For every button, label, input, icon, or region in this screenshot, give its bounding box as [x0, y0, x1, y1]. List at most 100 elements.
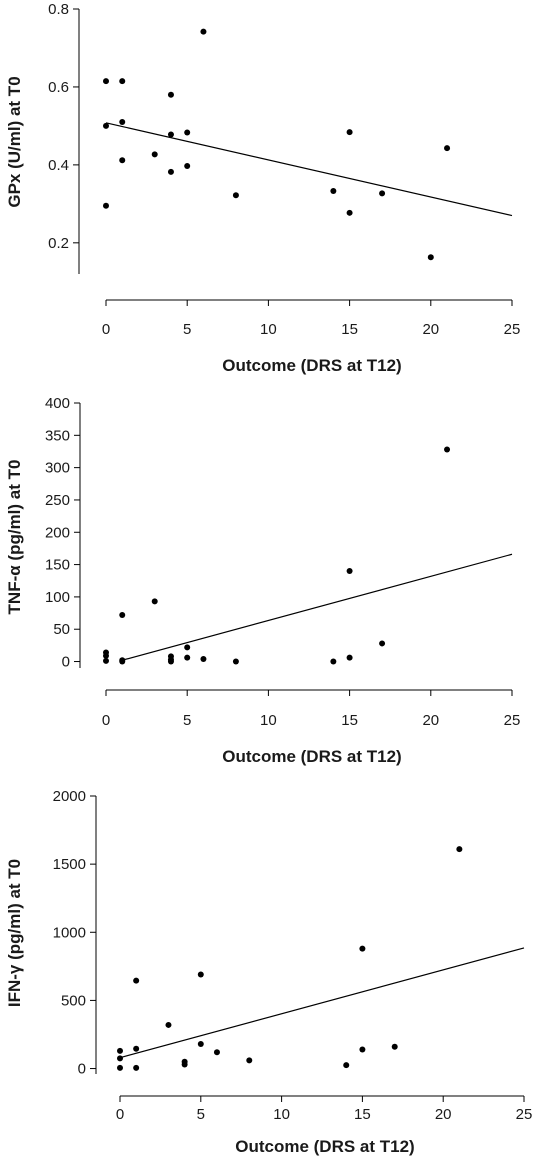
data-point [330, 187, 337, 194]
y-tick-label: 50 [53, 621, 70, 638]
data-point [197, 971, 204, 978]
x-tick-label: 10 [260, 712, 277, 729]
x-axis-title: Outcome (DRS at T12) [222, 747, 401, 766]
x-tick-label: 15 [354, 1106, 371, 1123]
data-point [133, 1064, 140, 1071]
x-tick-label: 0 [102, 321, 110, 338]
data-point [379, 190, 386, 197]
regression-line [122, 553, 513, 661]
data-point [167, 658, 174, 665]
data-point [119, 658, 126, 665]
data-point [165, 1021, 172, 1028]
data-point [184, 163, 191, 170]
data-point [346, 129, 353, 136]
x-tick-label: 20 [422, 321, 439, 338]
data-point [103, 122, 109, 129]
data-point [232, 192, 239, 199]
data-point [133, 1045, 140, 1052]
x-tick-label: 15 [341, 321, 358, 338]
x-tick-label: 0 [102, 712, 110, 729]
data-point [346, 654, 353, 661]
x-tick-label: 25 [516, 1106, 533, 1123]
chart-panel-3: 0 500 1000 1500 2000 0 5 10 15 20 25 Outcome (DRS a… [5, 788, 532, 1156]
data-point [391, 1043, 398, 1050]
data-point [184, 644, 191, 651]
y-tick-label: 0.2 [48, 235, 69, 252]
data-point [197, 1041, 204, 1048]
y-tick-label: 300 [45, 460, 70, 477]
data-point [213, 1049, 220, 1056]
y-axis-title: TNF-α (pg/ml) at T0 [5, 460, 24, 615]
x-tick-label: 0 [116, 1106, 124, 1123]
y-tick-label: 500 [61, 992, 86, 1009]
y-tick-label: 150 [45, 557, 70, 574]
data-point [151, 151, 158, 158]
data-point [103, 652, 109, 659]
data-point [103, 202, 109, 209]
data-point [379, 640, 386, 647]
y-axis-title: IFN-γ (pg/ml) at T0 [5, 859, 24, 1007]
x-tick-label: 10 [273, 1106, 290, 1123]
data-point [167, 91, 174, 98]
data-point [133, 977, 140, 984]
data-point [119, 157, 126, 164]
x-tick-label: 5 [197, 1106, 205, 1123]
y-axis-title: GPx (U/ml) at T0 [5, 76, 24, 207]
data-point [456, 846, 463, 853]
data-point [181, 1061, 188, 1068]
regression-line [105, 122, 513, 217]
data-point [427, 254, 434, 261]
data-point [184, 129, 191, 136]
data-point [117, 1047, 123, 1054]
x-tick-label: 20 [435, 1106, 452, 1123]
y-tick-label: 0 [78, 1061, 86, 1078]
data-point [151, 598, 158, 605]
data-point [119, 119, 126, 126]
data-point [343, 1062, 350, 1069]
data-point [184, 654, 191, 661]
y-tick-label: 100 [45, 589, 70, 606]
y-tick-label: 400 [45, 395, 70, 412]
x-tick-label: 20 [422, 712, 439, 729]
data-point [103, 657, 109, 664]
data-point [359, 1046, 366, 1053]
y-tick-label: 0.8 [48, 1, 69, 18]
data-point [346, 568, 353, 575]
y-tick-label: 0.6 [48, 79, 69, 96]
y-tick-label: 1000 [53, 924, 86, 941]
data-point [346, 209, 353, 216]
y-tick-label: 0 [62, 654, 70, 671]
data-point [167, 131, 174, 138]
y-tick-label: 200 [45, 524, 70, 541]
x-tick-label: 25 [504, 321, 521, 338]
x-tick-label: 5 [183, 321, 191, 338]
data-point [200, 655, 207, 662]
x-axis-title: Outcome (DRS at T12) [222, 356, 401, 375]
data-point [444, 145, 451, 152]
data-point [103, 78, 109, 85]
data-point [444, 446, 451, 453]
x-axis-title: Outcome (DRS at T12) [235, 1137, 414, 1156]
x-tick-label: 5 [183, 712, 191, 729]
chart-panel-1: 0.2 0.4 0.6 0.8 0 5 10 15 20 25 Outcome (DRS at T1… [5, 1, 520, 375]
x-tick-label: 15 [341, 712, 358, 729]
data-point [200, 28, 207, 35]
regression-line [119, 947, 525, 1059]
y-tick-label: 350 [45, 427, 70, 444]
data-point [117, 1055, 123, 1062]
y-tick-label: 2000 [53, 788, 86, 805]
data-point [117, 1064, 123, 1071]
data-point [246, 1057, 253, 1064]
y-tick-label: 0.4 [48, 157, 69, 174]
data-point [232, 658, 239, 665]
data-point [167, 168, 174, 175]
x-tick-label: 25 [504, 712, 521, 729]
y-tick-label: 1500 [53, 856, 86, 873]
data-point [119, 78, 126, 85]
data-point [330, 658, 337, 665]
data-point [359, 945, 366, 952]
data-point [119, 612, 126, 618]
y-tick-label: 250 [45, 492, 70, 509]
x-tick-label: 10 [260, 321, 277, 338]
